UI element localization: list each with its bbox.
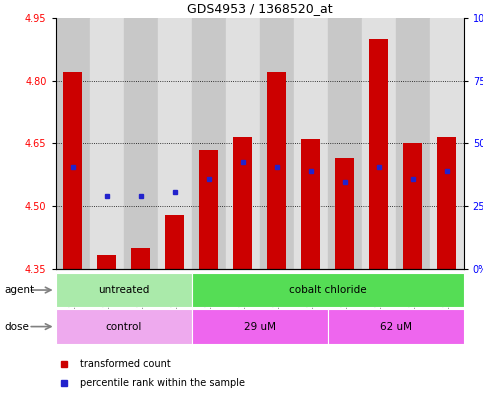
Bar: [327, 309, 464, 344]
Title: GDS4953 / 1368520_at: GDS4953 / 1368520_at: [187, 2, 332, 15]
Bar: [437, 137, 456, 269]
Bar: [56, 309, 192, 344]
Bar: [192, 309, 327, 344]
Text: 62 uM: 62 uM: [380, 321, 412, 332]
Text: 29 uM: 29 uM: [243, 321, 276, 332]
Bar: [294, 18, 327, 269]
Bar: [301, 139, 320, 269]
Text: percentile rank within the sample: percentile rank within the sample: [80, 378, 245, 388]
Bar: [260, 18, 294, 269]
Text: control: control: [105, 321, 142, 332]
Bar: [63, 72, 82, 269]
Bar: [335, 158, 354, 269]
Bar: [396, 18, 430, 269]
Bar: [362, 18, 396, 269]
Bar: [192, 273, 464, 307]
Text: dose: dose: [5, 321, 30, 332]
Bar: [124, 18, 157, 269]
Bar: [97, 255, 116, 269]
Text: transformed count: transformed count: [80, 358, 171, 369]
Bar: [403, 143, 422, 269]
Bar: [369, 39, 388, 269]
Bar: [192, 18, 226, 269]
Bar: [226, 18, 260, 269]
Text: untreated: untreated: [98, 285, 149, 295]
Bar: [157, 18, 192, 269]
Text: agent: agent: [5, 285, 35, 295]
Text: cobalt chloride: cobalt chloride: [289, 285, 367, 295]
Bar: [430, 18, 464, 269]
Bar: [199, 150, 218, 269]
Bar: [56, 273, 192, 307]
Bar: [56, 18, 89, 269]
Bar: [165, 215, 184, 269]
Bar: [327, 18, 362, 269]
Bar: [89, 18, 124, 269]
Bar: [131, 248, 150, 269]
Bar: [233, 137, 252, 269]
Bar: [267, 72, 286, 269]
